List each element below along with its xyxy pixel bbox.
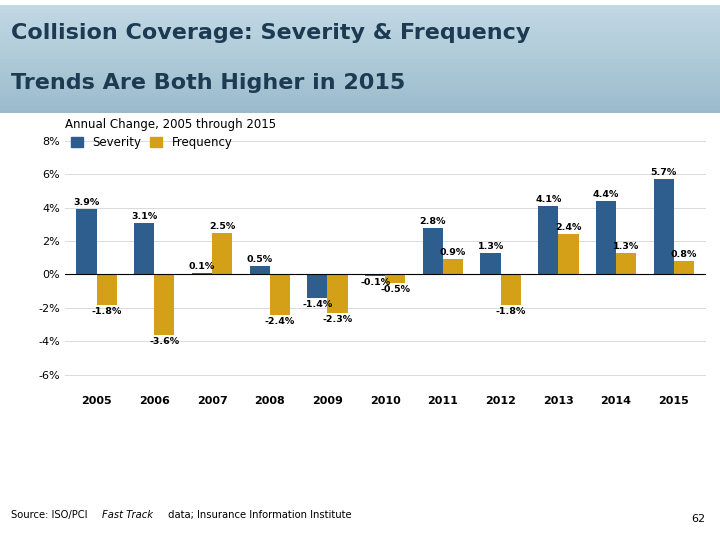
Bar [0,59,720,63]
Bar [596,201,616,274]
Text: Source: ISO/PCI: Source: ISO/PCI [11,510,91,520]
Bar [0,77,720,81]
Bar [270,274,290,315]
Bar [0,49,720,52]
Bar [559,234,579,274]
Text: 0.9%: 0.9% [440,248,466,258]
Text: Fast Track: Fast Track [102,510,153,520]
Bar [0,110,720,113]
Bar [212,233,233,274]
Bar [0,96,720,99]
Text: -3.6%: -3.6% [149,336,179,346]
Bar [0,38,720,42]
Text: -2.3%: -2.3% [323,315,353,324]
Text: 2.8%: 2.8% [420,217,446,226]
Bar [250,266,270,274]
Bar [0,16,720,20]
Text: Annual Change, 2005 through 2015: Annual Change, 2005 through 2015 [65,118,276,131]
Text: Trends Are Both Higher in 2015: Trends Are Both Higher in 2015 [11,73,405,93]
Bar [538,206,559,274]
Bar [0,5,720,9]
Text: 4.1%: 4.1% [535,195,562,204]
Text: 3.9%: 3.9% [73,198,99,207]
Bar [134,222,154,274]
Text: 62: 62 [691,514,706,524]
Bar [0,99,720,103]
Text: data; Insurance Information Institute: data; Insurance Information Institute [165,510,352,520]
Text: 0.5%: 0.5% [246,255,273,264]
Bar [385,274,405,283]
Text: Collision Coverage: Severity & Frequency: Collision Coverage: Severity & Frequency [11,23,530,43]
Bar [0,52,720,56]
Bar [0,66,720,70]
Bar [0,103,720,106]
Bar [328,274,348,313]
Bar [0,45,720,49]
Bar [674,261,694,274]
Bar [0,20,720,23]
Text: -1.4%: -1.4% [302,300,333,309]
Bar [0,27,720,31]
Bar [0,31,720,34]
Text: 1.3%: 1.3% [613,242,639,251]
Bar [0,92,720,96]
Bar [423,228,443,274]
Text: 5.7%: 5.7% [651,168,677,177]
Bar [0,85,720,88]
Text: 0.1%: 0.1% [189,262,215,271]
Text: 2.5%: 2.5% [209,221,235,231]
Bar [96,274,117,305]
Text: -0.1%: -0.1% [360,278,390,287]
Bar [0,42,720,45]
Bar [654,179,674,274]
Bar [0,12,720,16]
Bar [0,106,720,110]
Bar [154,274,174,335]
Bar [0,70,720,74]
Text: 0.8%: 0.8% [671,250,697,259]
Text: 2.4%: 2.4% [555,224,582,232]
Bar [0,34,720,38]
Bar [0,81,720,85]
Bar [76,209,96,274]
Text: -1.8%: -1.8% [495,307,526,315]
Bar [500,274,521,305]
Bar [0,56,720,59]
Bar [443,259,463,274]
Text: -2.4%: -2.4% [265,316,295,326]
Text: -0.5%: -0.5% [380,285,410,294]
Bar [0,74,720,77]
Text: The Recession, High Fuel Prices Helped Temper Frequency and
Severity, But this T: The Recession, High Fuel Prices Helped T… [124,421,595,472]
Bar [0,63,720,66]
Legend: Severity, Frequency: Severity, Frequency [71,136,233,149]
Bar [365,274,385,276]
Text: 4.4%: 4.4% [593,190,619,199]
Bar [192,273,212,274]
Bar [0,23,720,27]
Text: 3.1%: 3.1% [131,212,157,221]
Bar [616,253,636,274]
Bar [480,253,500,274]
Bar [0,88,720,92]
Bar [0,9,720,12]
Text: -1.8%: -1.8% [91,307,122,315]
Bar [307,274,328,298]
Text: 1.3%: 1.3% [477,242,504,251]
